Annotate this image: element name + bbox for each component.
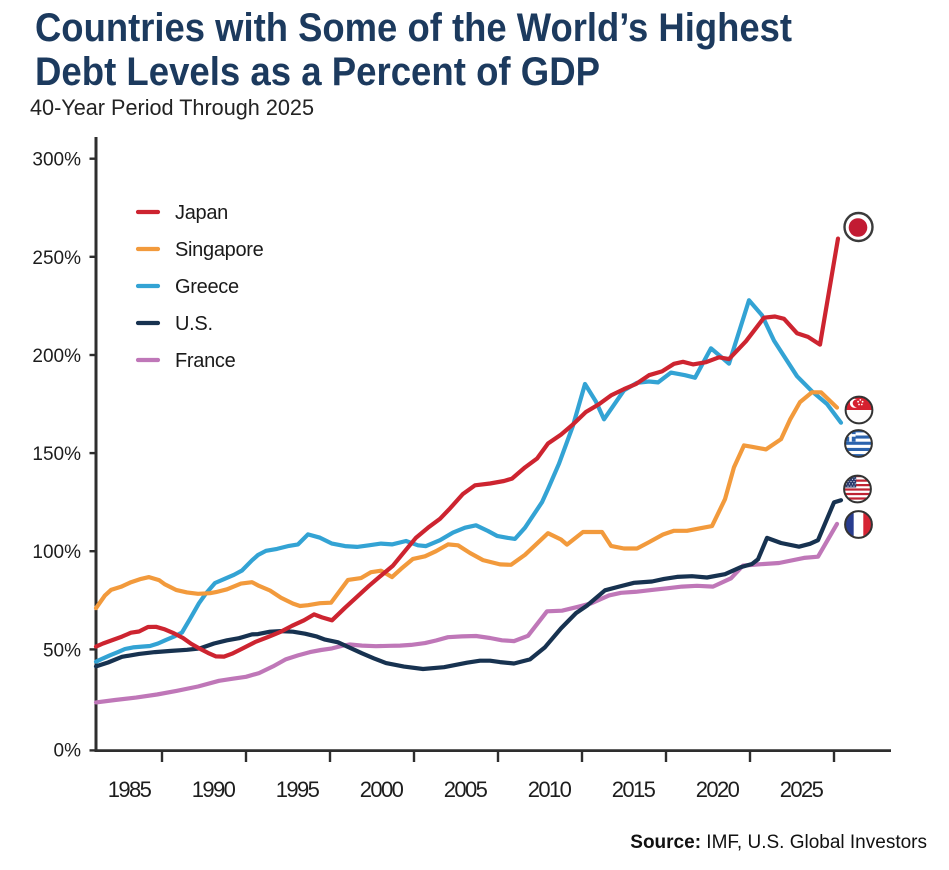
svg-text:2010: 2010 [528,777,572,802]
svg-text:50%: 50% [43,640,81,661]
svg-text:2000: 2000 [360,777,404,802]
svg-text:Japan: Japan [175,202,228,224]
svg-text:Debt Levels as a Percent of GD: Debt Levels as a Percent of GDP [35,50,600,94]
svg-text:40-Year Period Through 2025: 40-Year Period Through 2025 [30,95,314,120]
svg-text:2015: 2015 [612,777,656,802]
svg-text:0%: 0% [54,741,82,762]
svg-text:150%: 150% [32,444,81,465]
svg-text:2025: 2025 [780,777,824,802]
svg-text:300%: 300% [32,150,81,171]
svg-text:2020: 2020 [696,777,740,802]
svg-text:Countries with Some of the Wor: Countries with Some of the World’s Highe… [35,6,792,50]
svg-text:U.S.: U.S. [175,313,213,335]
svg-text:250%: 250% [32,248,81,269]
svg-text:2005: 2005 [444,777,488,802]
svg-text:Singapore: Singapore [175,239,264,261]
svg-text:100%: 100% [32,542,81,563]
svg-text:Greece: Greece [175,276,239,298]
svg-text:Source: IMF, U.S. Global Inves: Source: IMF, U.S. Global Investors [630,832,927,853]
svg-text:1995: 1995 [276,777,320,802]
svg-text:200%: 200% [32,346,81,367]
svg-text:1990: 1990 [192,777,236,802]
svg-text:1985: 1985 [108,777,152,802]
svg-text:France: France [175,350,236,372]
